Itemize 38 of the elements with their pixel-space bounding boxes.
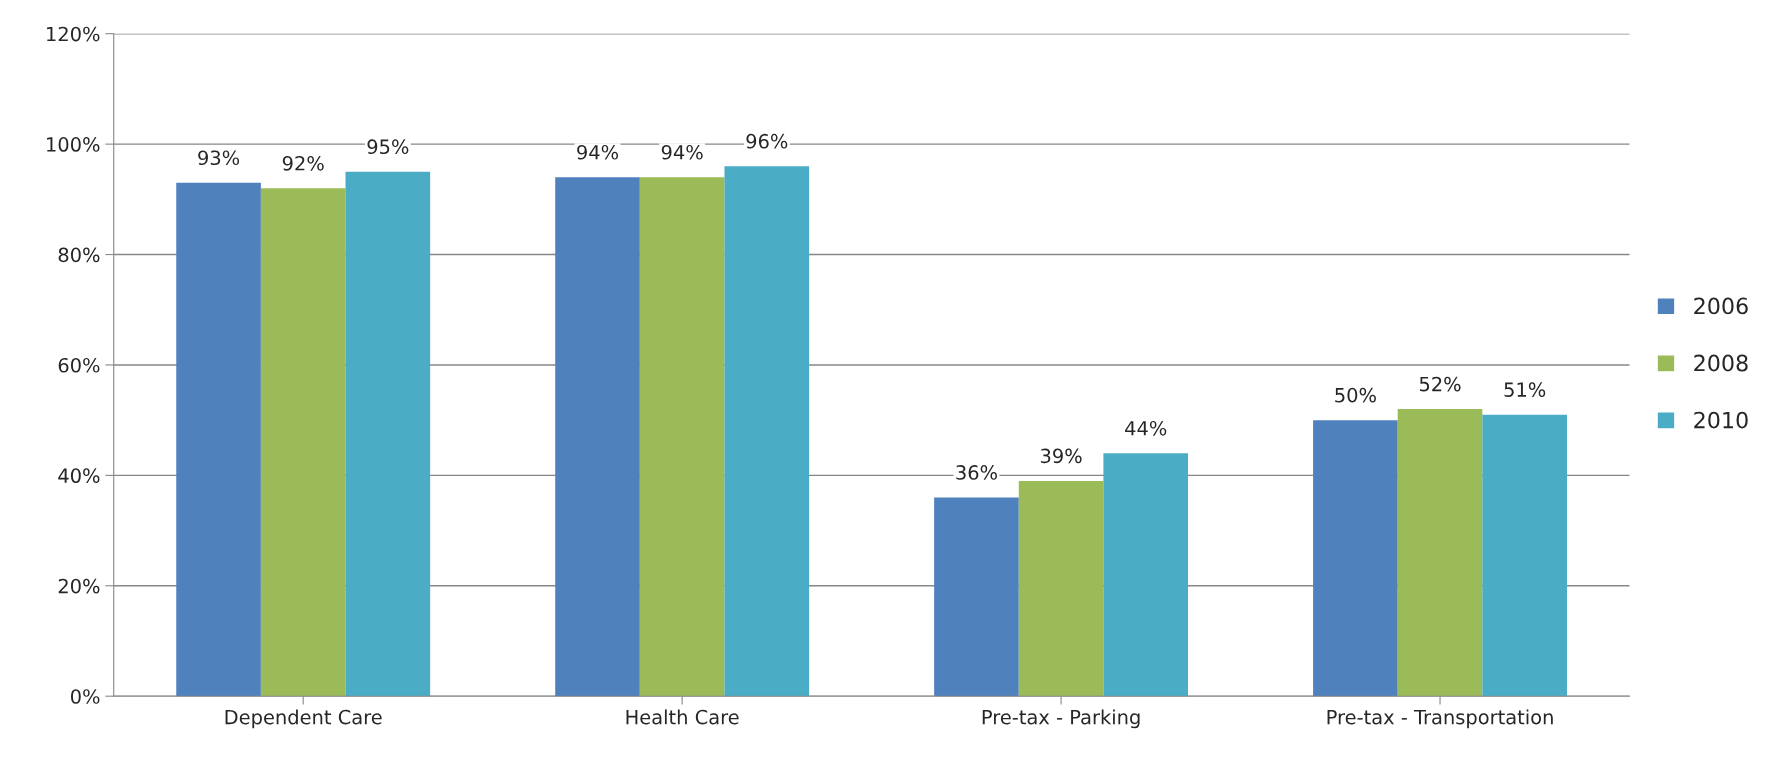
data-label: 51%	[1504, 382, 1546, 397]
bar	[639, 177, 725, 697]
x-tick-label: Dependent Care	[225, 709, 382, 729]
bar	[260, 188, 346, 697]
data-label: 44%	[1125, 420, 1167, 436]
bar	[1482, 414, 1567, 697]
bar	[345, 171, 431, 697]
y-tick-label: 80%	[58, 247, 100, 263]
data-label: 95%	[367, 139, 409, 155]
y-tick-label: 100%	[47, 137, 100, 152]
bar	[1397, 409, 1483, 697]
data-label: 36%	[956, 465, 997, 480]
data-label: 92%	[282, 155, 324, 171]
bar	[1103, 453, 1189, 697]
y-tick-label: 0%	[70, 689, 100, 704]
legend-label: 2008	[1694, 354, 1748, 372]
y-tick-label: 60%	[58, 357, 100, 373]
x-tick-label: Pre-tax - Transportation	[1327, 709, 1553, 729]
bar	[555, 177, 640, 697]
bar	[1018, 480, 1104, 697]
bar	[934, 497, 1019, 697]
x-tick-label: Health Care	[626, 709, 739, 725]
x-tick-label: Pre-tax - Parking	[982, 709, 1140, 729]
data-label: 96%	[746, 133, 788, 149]
legend-label: 2006	[1694, 297, 1748, 315]
data-label: 50%	[1335, 387, 1376, 403]
data-label: 94%	[661, 144, 703, 160]
y-tick-label: 40%	[58, 468, 100, 484]
data-label: 39%	[1040, 448, 1082, 464]
data-label: 94%	[577, 144, 619, 160]
legend-label: 2010	[1694, 411, 1748, 429]
data-label: 93%	[198, 150, 240, 166]
data-label: 52%	[1419, 376, 1461, 392]
y-tick-label: 120%	[47, 26, 100, 42]
bar	[1313, 420, 1398, 697]
bar	[724, 166, 810, 697]
y-tick-label: 20%	[58, 578, 100, 594]
bar	[176, 182, 261, 697]
